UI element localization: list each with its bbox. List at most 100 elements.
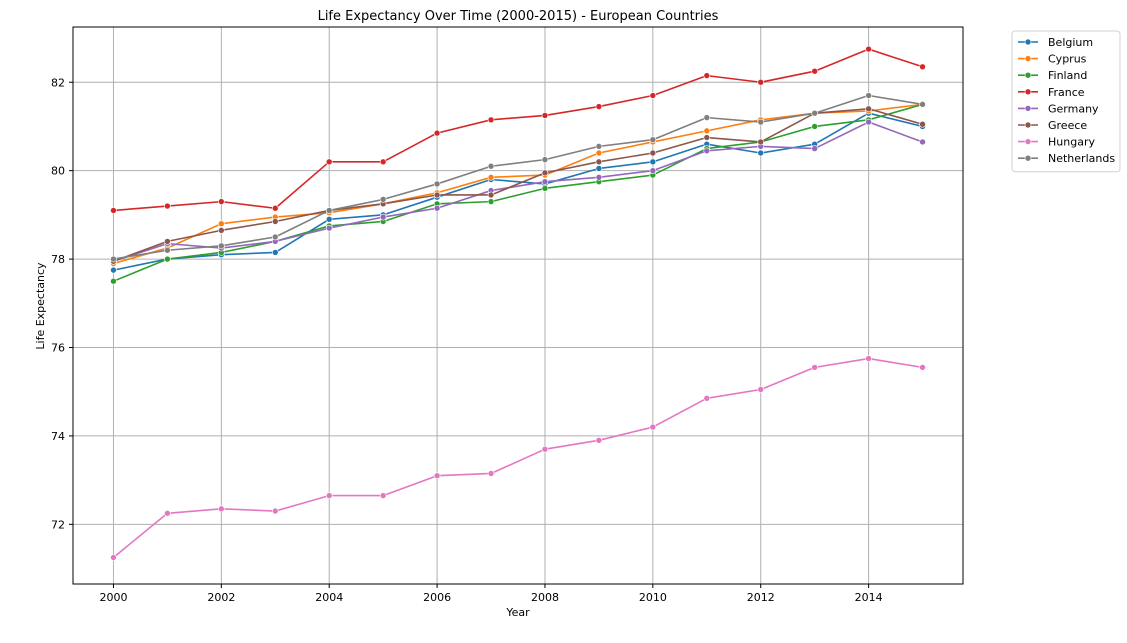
data-point-netherlands	[865, 92, 872, 99]
series-hungary	[110, 355, 926, 561]
data-point-france	[811, 67, 818, 75]
data-point-greece	[271, 218, 279, 225]
data-point-france	[757, 78, 765, 86]
data-point-greece	[919, 120, 926, 128]
legend-item-germany: Germany	[1018, 102, 1099, 115]
data-point-greece	[218, 227, 225, 234]
data-point-germany	[595, 174, 603, 181]
data-point-france	[865, 45, 872, 53]
series-line-greece	[113, 107, 923, 263]
legend-label: France	[1048, 86, 1085, 99]
legend-item-belgium: Belgium	[1018, 36, 1093, 49]
data-point-finland	[110, 277, 117, 285]
data-point-germany	[541, 178, 549, 186]
data-point-netherlands	[811, 109, 818, 117]
series-line-netherlands	[113, 94, 923, 260]
data-point-greece	[487, 191, 495, 199]
ticks-layer: 2000 2002 2004 2006 2008 2010 2012 2014 72 74 76 78…	[51, 76, 883, 604]
data-point-hungary	[649, 423, 657, 431]
series-line-france	[113, 48, 923, 212]
series-finland	[110, 101, 926, 285]
data-point-cyprus	[487, 174, 495, 181]
data-point-germany	[703, 147, 711, 155]
x-tick-label: 2004	[315, 591, 343, 604]
series-layer	[110, 45, 926, 561]
data-point-germany	[325, 224, 333, 232]
x-tick-label: 2010	[639, 591, 667, 604]
legend-label: Greece	[1048, 119, 1087, 132]
data-point-greece	[757, 138, 765, 146]
legend-item-greece: Greece	[1018, 119, 1087, 132]
legend-marker	[1024, 138, 1032, 145]
series-line-belgium	[113, 112, 923, 271]
data-point-france	[541, 112, 549, 119]
data-point-france	[218, 198, 225, 205]
y-tick-label: 78	[51, 253, 65, 266]
data-point-netherlands	[703, 114, 711, 121]
series-line-finland	[113, 103, 923, 282]
data-point-belgium	[271, 249, 279, 256]
data-point-netherlands	[433, 180, 441, 188]
data-point-greece	[595, 158, 603, 166]
data-point-hungary	[325, 492, 333, 499]
legend-item-netherlands: Netherlands	[1018, 152, 1115, 165]
data-point-france	[919, 63, 926, 71]
series-line-germany	[113, 121, 923, 263]
data-point-germany	[865, 118, 872, 126]
data-point-netherlands	[541, 156, 549, 163]
legend-item-finland: Finland	[1018, 69, 1087, 82]
legend-item-france: France	[1018, 86, 1085, 99]
y-tick-label: 76	[51, 341, 65, 354]
data-point-hungary	[919, 364, 926, 371]
x-tick-label: 2014	[855, 591, 883, 604]
legend-label: Cyprus	[1048, 53, 1087, 66]
data-point-belgium	[325, 216, 333, 223]
y-tick-label: 82	[51, 76, 65, 89]
data-point-france	[703, 72, 711, 79]
legend-label: Belgium	[1048, 36, 1093, 49]
data-point-greece	[649, 149, 657, 157]
data-point-netherlands	[649, 136, 657, 144]
x-tick-label: 2002	[207, 591, 235, 604]
plot-frame	[72, 26, 964, 585]
data-point-netherlands	[919, 101, 926, 108]
data-point-france	[433, 129, 441, 137]
data-point-netherlands	[218, 242, 225, 250]
legend-item-hungary: Hungary	[1018, 136, 1095, 149]
data-point-netherlands	[757, 118, 765, 126]
data-point-france	[649, 92, 657, 99]
y-tick-label: 72	[51, 518, 65, 531]
legend-marker	[1024, 38, 1032, 46]
data-point-netherlands	[595, 143, 603, 150]
data-point-netherlands	[164, 246, 171, 254]
legend-item-cyprus: Cyprus	[1018, 53, 1087, 66]
data-point-hungary	[487, 470, 495, 477]
legend-label: Finland	[1048, 69, 1087, 82]
data-point-hungary	[271, 507, 279, 515]
data-point-belgium	[757, 149, 765, 157]
data-point-finland	[164, 255, 171, 263]
legend: Belgium Cyprus Finland France Germany Greece H…	[1011, 30, 1121, 173]
data-point-cyprus	[703, 127, 711, 135]
data-point-hungary	[164, 509, 171, 517]
data-point-france	[487, 116, 495, 124]
series-belgium	[110, 109, 926, 274]
series-germany	[110, 118, 926, 265]
legend-label: Netherlands	[1048, 152, 1115, 165]
data-point-hungary	[811, 364, 818, 371]
legend-marker	[1024, 105, 1032, 112]
series-france	[110, 45, 926, 214]
x-tick-label: 2000	[99, 591, 127, 604]
data-point-greece	[541, 169, 549, 177]
data-point-belgium	[595, 165, 603, 172]
series-line-cyprus	[113, 103, 923, 265]
legend-marker	[1024, 55, 1032, 62]
x-tick-label: 2012	[747, 591, 775, 604]
data-point-germany	[811, 145, 818, 152]
data-point-france	[595, 103, 603, 110]
legend-marker	[1024, 121, 1032, 129]
data-point-greece	[164, 238, 171, 245]
y-tick-label: 74	[51, 430, 65, 443]
